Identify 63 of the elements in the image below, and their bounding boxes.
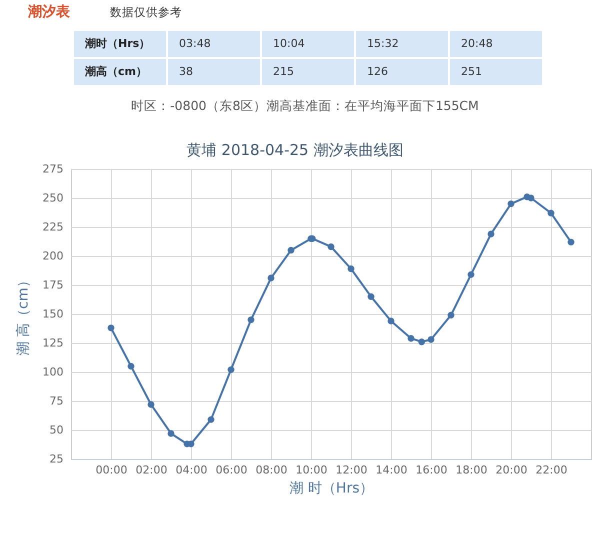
x-tick-label: 10:00 <box>296 464 328 476</box>
x-tick-label: 08:00 <box>256 464 288 476</box>
text: 215 <box>273 65 294 78</box>
point <box>508 200 514 208</box>
text: 10:04 <box>273 37 305 50</box>
point <box>528 194 534 202</box>
text: 潮高（cm） <box>84 65 147 78</box>
point <box>548 210 554 216</box>
point <box>368 293 374 300</box>
text: 潮时（Hrs） <box>84 37 150 50</box>
x-tick-label: 20:00 <box>496 464 528 476</box>
point <box>428 336 434 343</box>
y-tick-label: 125 <box>42 336 64 350</box>
point <box>208 416 214 423</box>
text: 251 <box>461 65 482 78</box>
x-tick-label: 00:00 <box>96 464 128 476</box>
point <box>448 312 454 319</box>
point <box>408 335 414 342</box>
x-axis-title: 潮 时（Hrs） <box>289 480 374 496</box>
point <box>188 440 194 448</box>
text: 数据仅供参考 <box>110 5 182 19</box>
text: 15:32 <box>367 37 399 50</box>
point <box>128 362 134 370</box>
point <box>468 271 474 278</box>
chart-title: 黄埔 2018-04-25 潮汐表曲线图 <box>186 141 404 159</box>
point <box>228 366 234 374</box>
y-tick-label: 75 <box>50 394 64 408</box>
point <box>348 265 354 272</box>
point <box>388 318 394 324</box>
y-tick-label: 100 <box>42 366 64 378</box>
y-axis-title: 潮 高（cm） <box>16 274 32 356</box>
x-tick-label: 06:00 <box>216 464 248 476</box>
point <box>328 243 334 250</box>
x-tick-label: 12:00 <box>336 464 368 476</box>
x-tick-label: 14:00 <box>376 464 408 476</box>
x-tick-label: 02:00 <box>136 464 168 476</box>
y-tick-label: 250 <box>42 192 64 204</box>
text: 潮汐表 <box>27 4 71 20</box>
y-tick-label: 25 <box>50 452 64 466</box>
point <box>288 246 294 254</box>
y-tick-label: 50 <box>50 424 64 436</box>
point <box>488 230 494 238</box>
text: 时区：-0800（东8区）潮高基准面：在平均海平面下155CM <box>131 98 479 113</box>
x-tick-label: 18:00 <box>456 464 488 476</box>
point <box>568 238 574 246</box>
y-tick-label: 200 <box>42 250 64 262</box>
point <box>248 316 254 324</box>
point <box>168 430 174 437</box>
point <box>268 274 274 282</box>
x-tick-label: 16:00 <box>416 464 448 476</box>
point <box>418 338 426 346</box>
point <box>148 401 154 408</box>
text: 20:48 <box>461 37 493 50</box>
y-tick-label: 275 <box>42 162 64 176</box>
x-tick-label: 22:00 <box>536 464 568 476</box>
y-tick-label: 175 <box>42 278 64 292</box>
y-tick-label: 225 <box>42 220 64 234</box>
text: 03:48 <box>179 37 211 50</box>
point <box>108 324 114 332</box>
y-tick-label: 150 <box>42 308 64 320</box>
x-tick-label: 04:00 <box>176 464 208 476</box>
text: 38 <box>179 65 193 78</box>
text: 126 <box>367 65 388 78</box>
